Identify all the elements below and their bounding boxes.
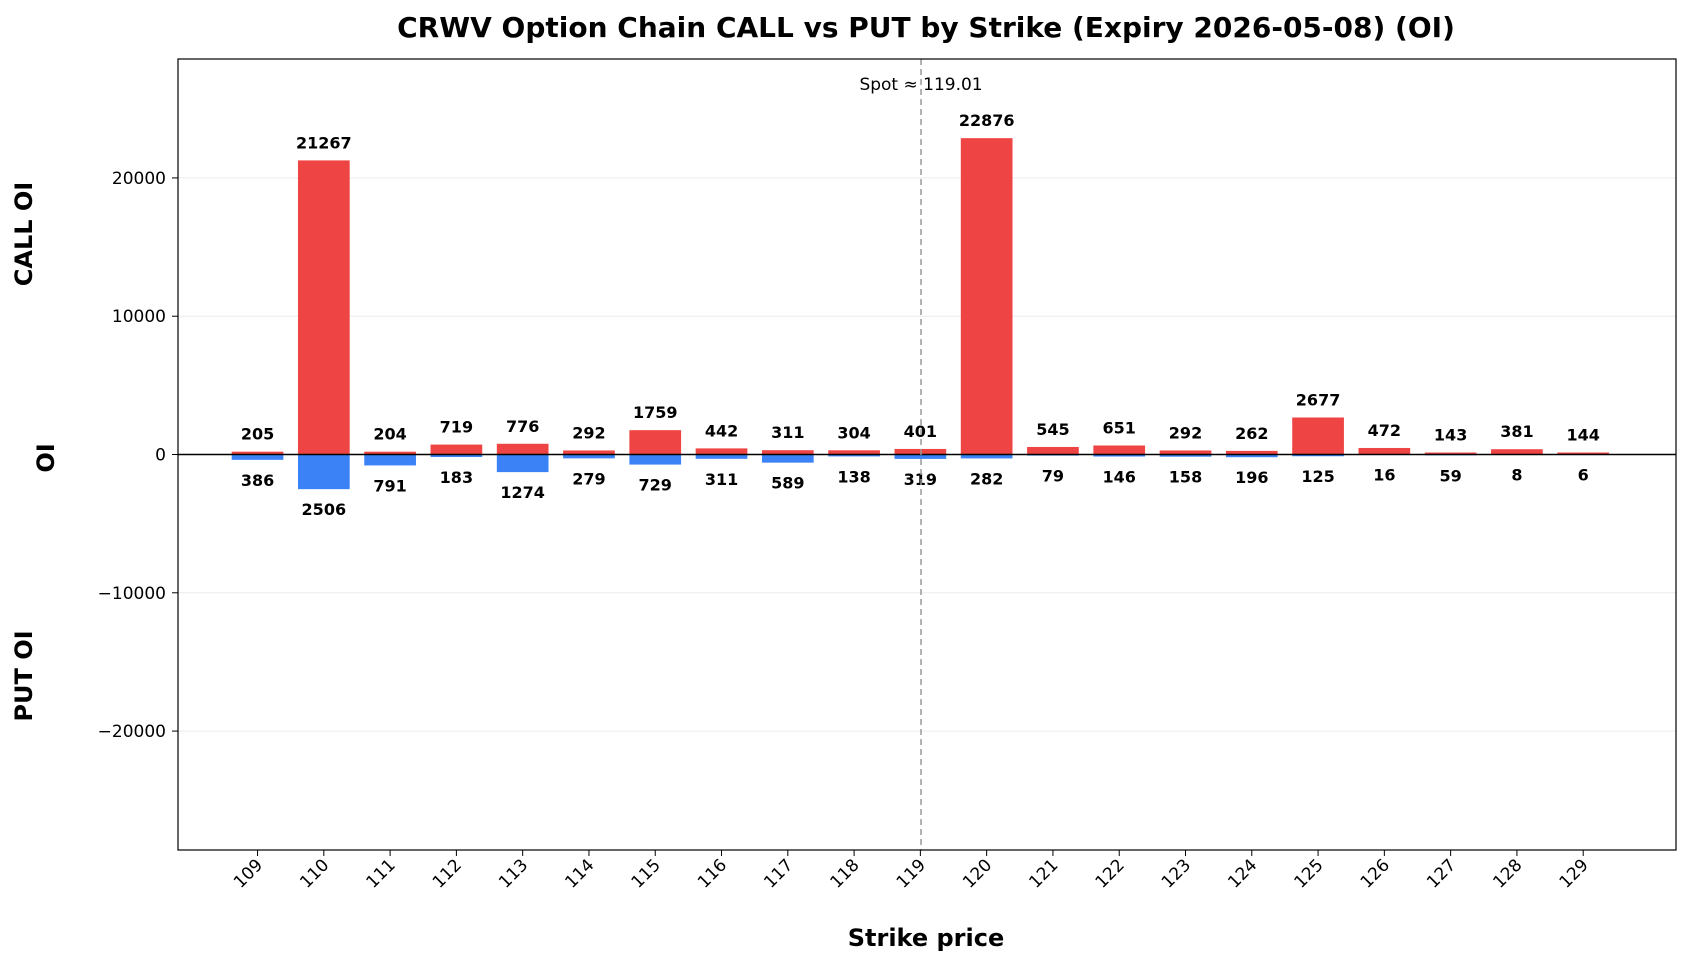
call-value-label: 292 (572, 423, 605, 442)
call-bar (761, 450, 814, 455)
call-value-label: 311 (771, 423, 804, 442)
call-value-label: 381 (1500, 422, 1533, 441)
call-bar (1557, 452, 1610, 455)
put-bar (1159, 454, 1212, 457)
put-bar (1093, 454, 1146, 457)
call-value-label: 651 (1103, 418, 1136, 437)
call-bar (1027, 446, 1079, 455)
call-bar (695, 448, 748, 455)
put-value-label: 16 (1373, 466, 1395, 485)
y-axis-title-top: CALL OI (10, 182, 38, 286)
call-bar (1159, 450, 1212, 455)
put-bar (496, 454, 549, 473)
put-value-label: 282 (970, 469, 1003, 488)
y-axis-title-bottom: PUT OI (10, 630, 38, 721)
call-bar (231, 451, 284, 455)
put-value-label: 791 (373, 476, 406, 495)
spot-label: Spot ≈ 119.01 (859, 75, 982, 95)
put-value-label: 125 (1301, 467, 1334, 486)
put-bar (828, 454, 880, 457)
call-value-label: 204 (373, 425, 406, 444)
call-value-label: 304 (837, 423, 870, 442)
y-tick-label: 10000 (112, 307, 166, 327)
call-value-label: 1759 (633, 403, 678, 422)
call-value-label: 22876 (959, 111, 1015, 130)
y-axis-title: OI (32, 443, 60, 472)
put-value-label: 589 (771, 474, 804, 493)
put-value-label: 79 (1042, 467, 1064, 486)
plot-frame (177, 58, 1677, 851)
put-value-label: 311 (705, 470, 738, 489)
put-value-label: 196 (1235, 468, 1268, 487)
call-bar (828, 450, 880, 455)
put-value-label: 729 (639, 476, 672, 495)
y-tick-label: 0 (155, 446, 166, 466)
put-bar (695, 454, 748, 459)
call-bar (496, 443, 549, 455)
call-bar (1292, 417, 1344, 455)
put-value-label: 158 (1169, 468, 1202, 487)
call-bar (297, 160, 350, 455)
put-bar (1225, 454, 1278, 458)
put-bar (894, 454, 947, 459)
call-bar (960, 138, 1013, 455)
put-value-label: 386 (241, 471, 274, 490)
bars-layer (231, 138, 1610, 490)
call-bar (1093, 445, 1146, 455)
call-value-label: 442 (705, 421, 738, 440)
call-value-label: 776 (506, 417, 539, 436)
put-bar (629, 454, 682, 465)
put-value-label: 6 (1578, 466, 1589, 485)
put-value-label: 138 (837, 467, 870, 486)
put-value-label: 279 (572, 469, 605, 488)
call-value-label: 545 (1036, 420, 1069, 439)
call-value-label: 262 (1235, 424, 1268, 443)
put-bar (1292, 454, 1344, 457)
call-value-label: 144 (1567, 426, 1600, 445)
put-bar (231, 454, 284, 460)
call-bar (1225, 450, 1278, 455)
put-value-label: 183 (440, 468, 473, 487)
labels-layer: 205 386 21267 2506 204 791 719 183 776 1274 292 279… (241, 111, 1600, 519)
call-value-label: 21267 (296, 133, 352, 152)
call-value-label: 292 (1169, 423, 1202, 442)
put-value-label: 1274 (500, 483, 545, 502)
call-bar (1358, 447, 1411, 455)
call-bar (1424, 452, 1477, 455)
put-value-label: 146 (1103, 468, 1136, 487)
call-bar (364, 451, 416, 455)
put-value-label: 59 (1440, 466, 1462, 485)
call-bar (1491, 449, 1543, 455)
put-bar (960, 454, 1013, 459)
put-value-label: 8 (1511, 466, 1522, 485)
put-bar (430, 454, 483, 458)
call-value-label: 205 (241, 425, 274, 444)
put-bar (297, 454, 350, 490)
y-tick-label: −10000 (98, 584, 166, 604)
x-axis-title: Strike price (848, 924, 1005, 952)
call-value-label: 719 (440, 418, 473, 437)
y-tick-label: 20000 (112, 169, 166, 189)
put-bar (563, 454, 615, 459)
call-value-label: 472 (1368, 421, 1401, 440)
chart-title: CRWV Option Chain CALL vs PUT by Strike … (397, 11, 1455, 44)
put-bar (364, 454, 416, 466)
y-tick-label: −20000 (98, 722, 166, 742)
call-bar (629, 430, 682, 455)
call-value-label: 143 (1434, 426, 1467, 445)
call-bar (430, 444, 483, 455)
call-value-label: 2677 (1296, 390, 1341, 409)
put-bar (761, 454, 814, 463)
put-value-label: 2506 (302, 500, 347, 519)
call-bar (563, 450, 615, 455)
